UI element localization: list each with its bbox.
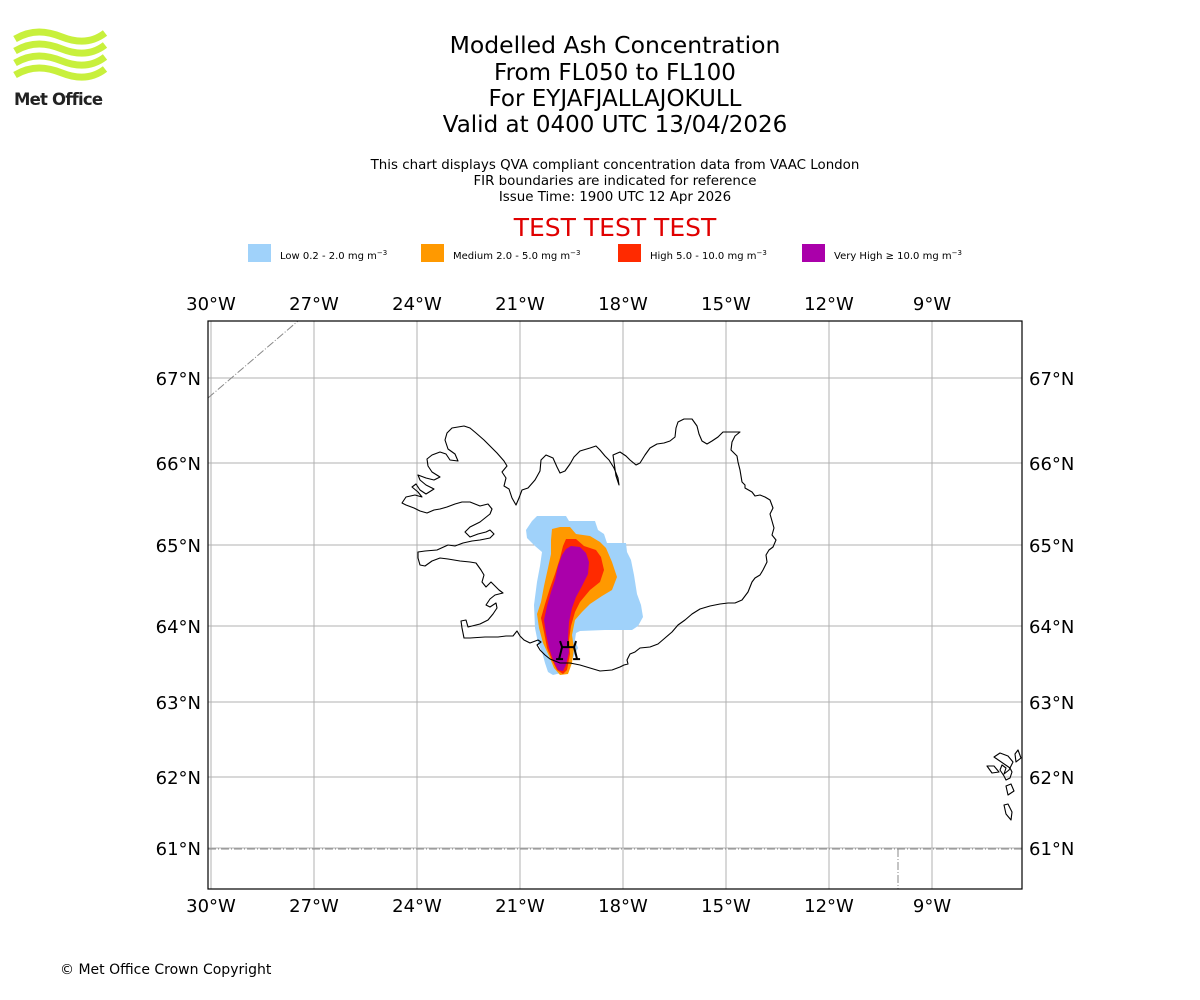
fir-boundaries — [208, 321, 1022, 889]
subtitle-qva: This chart displays QVA compliant concen… — [370, 158, 860, 173]
test-banner: TEST TEST TEST — [513, 213, 717, 242]
volcano-icon-stroke — [558, 646, 564, 660]
lon-label-top: 27°W — [289, 294, 339, 315]
volcano-icon-stroke — [573, 646, 579, 660]
legend-swatch-medium — [421, 244, 444, 262]
lat-label-right: 67°N — [1029, 369, 1074, 390]
legend-label-high: High 5.0 - 10.0 mg m−3 — [650, 249, 767, 262]
lat-label-right: 66°N — [1029, 454, 1074, 475]
copyright: © Met Office Crown Copyright — [60, 962, 272, 978]
lat-label-left: 67°N — [156, 369, 201, 390]
lon-label-top: 30°W — [186, 294, 236, 315]
lat-label-left: 62°N — [156, 768, 201, 789]
logo-text: Met Office — [14, 90, 103, 109]
lon-label-top: 18°W — [598, 294, 648, 315]
title-main: Modelled Ash Concentration — [449, 31, 781, 59]
lon-label-bottom: 9°W — [913, 896, 951, 917]
title-flight-levels: From FL050 to FL100 — [494, 60, 736, 86]
lat-label-left: 63°N — [156, 693, 201, 714]
legend-label-very-high: Very High ≥ 10.0 mg m−3 — [834, 249, 962, 262]
lon-label-top: 12°W — [804, 294, 854, 315]
lon-label-bottom: 30°W — [186, 896, 236, 917]
lat-label-left: 64°N — [156, 617, 201, 638]
coastlines — [401, 418, 1022, 821]
graticule — [208, 321, 1022, 889]
lat-label-right: 61°N — [1029, 839, 1074, 860]
legend-swatch-very-high — [802, 244, 825, 262]
lat-label-right: 64°N — [1029, 617, 1074, 638]
logo-wave — [13, 28, 108, 45]
legend-swatch-high — [618, 244, 641, 262]
lon-label-top: 24°W — [392, 294, 442, 315]
fir-boundary-northwest — [208, 321, 299, 399]
met-office-logo: Met Office — [12, 28, 112, 114]
lat-label-right: 65°N — [1029, 536, 1074, 557]
lat-label-left: 65°N — [156, 536, 201, 557]
lon-label-bottom: 24°W — [392, 896, 442, 917]
lon-label-bottom: 27°W — [289, 896, 339, 917]
chart-title: Modelled Ash Concentration From FL050 to… — [0, 30, 1200, 138]
lon-label-bottom: 21°W — [495, 896, 545, 917]
legend-swatch-low — [248, 244, 271, 262]
logo-wave — [13, 40, 108, 57]
lat-label-left: 61°N — [156, 839, 201, 860]
lat-label-left: 66°N — [156, 454, 201, 475]
legend-label-low: Low 0.2 - 2.0 mg m−3 — [280, 249, 388, 262]
map-frame — [207, 320, 1023, 890]
met-office-waves-icon — [13, 28, 108, 81]
title-volcano: For EYJAFJALLAJOKULL — [488, 86, 742, 112]
lat-label-right: 62°N — [1029, 768, 1074, 789]
lon-label-bottom: 12°W — [804, 896, 854, 917]
lon-label-bottom: 18°W — [598, 896, 648, 917]
volcano-icon — [556, 640, 581, 661]
coastline-faroe-islands — [986, 749, 1022, 821]
subtitle-issue-time: Issue Time: 1900 UTC 12 Apr 2026 — [498, 190, 732, 205]
lon-label-top: 9°W — [913, 294, 951, 315]
ash-contours — [526, 516, 643, 675]
logo-wave — [13, 52, 108, 69]
chart-subtitle: This chart displays QVA compliant concen… — [0, 158, 1200, 206]
subtitle-fir: FIR boundaries are indicated for referen… — [473, 174, 757, 189]
lat-label-right: 63°N — [1029, 693, 1074, 714]
ash-contour-very-high — [544, 546, 589, 671]
legend-label-medium: Medium 2.0 - 5.0 mg m−3 — [453, 249, 581, 262]
lon-label-top: 21°W — [495, 294, 545, 315]
logo-wave — [13, 64, 108, 81]
lon-label-top: 15°W — [701, 294, 751, 315]
axis-labels: 30°W 30°W 27°W 27°W 24°W 24°W 21°W 21°W 18°W 18°W… — [156, 294, 1075, 917]
coastline-iceland — [401, 418, 777, 672]
title-valid-time: Valid at 0400 UTC 13/04/2026 — [442, 112, 788, 138]
lon-label-bottom: 15°W — [701, 896, 751, 917]
